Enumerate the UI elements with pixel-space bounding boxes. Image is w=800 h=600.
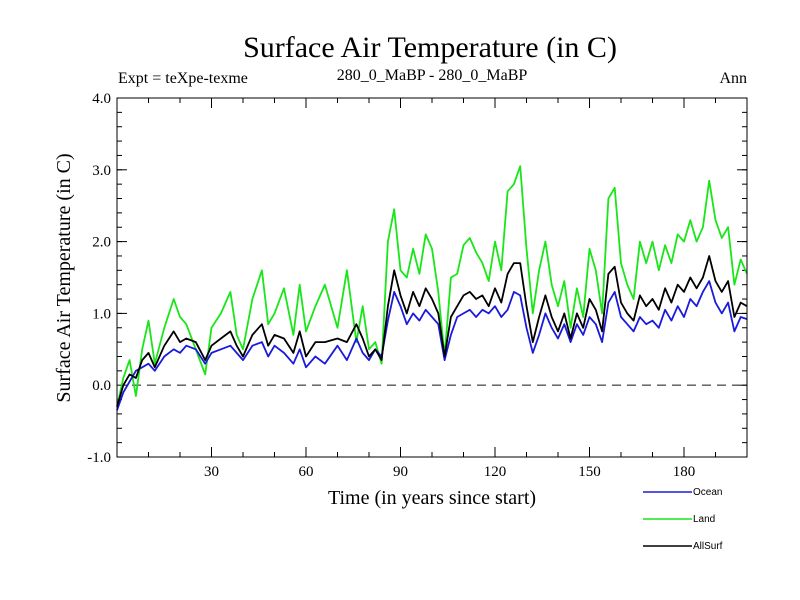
y-tick-label: -1.0	[87, 450, 111, 466]
x-axis-label: Time (in years since start)	[328, 487, 536, 509]
x-tick-label: 120	[484, 464, 507, 480]
x-tick-label: 150	[578, 464, 601, 480]
series-line-land	[116, 165, 748, 407]
y-tick-label: 4.0	[92, 91, 111, 107]
legend-label-land: Land	[693, 514, 715, 525]
legend-label-allsurf: AllSurf	[693, 541, 723, 552]
experiment-label: Expt = teXpe-texme	[118, 70, 248, 87]
series-line-ocean	[116, 280, 748, 411]
legend: Ocean Land AllSurf	[643, 487, 723, 552]
x-tick-label: 60	[299, 464, 314, 480]
y-tick-label: 2.0	[92, 235, 111, 251]
y-tick-label: 3.0	[92, 163, 111, 179]
x-tick-label: 30	[204, 464, 219, 480]
x-tick-label: 180	[673, 464, 696, 480]
series-layer	[116, 165, 748, 411]
legend-label-ocean: Ocean	[693, 487, 722, 498]
y-axis-label: Surface Air Temperature (in C)	[53, 153, 75, 402]
y-tick-label: 1.0	[92, 306, 111, 322]
plot-frame	[116, 97, 748, 458]
x-tick-label: 90	[393, 464, 408, 480]
y-tick-label: 0.0	[92, 378, 111, 394]
season-label: Ann	[719, 70, 747, 87]
chart-title: Surface Air Temperature (in C)	[243, 31, 617, 64]
axes-layer: -1.0 0.0 1.0 2.0 3.0 4.0 30 60 90 120 150 180	[87, 91, 747, 480]
series-line-allsurf	[116, 255, 748, 407]
comparison-label: 280_0_MaBP - 280_0_MaBP	[337, 67, 528, 84]
